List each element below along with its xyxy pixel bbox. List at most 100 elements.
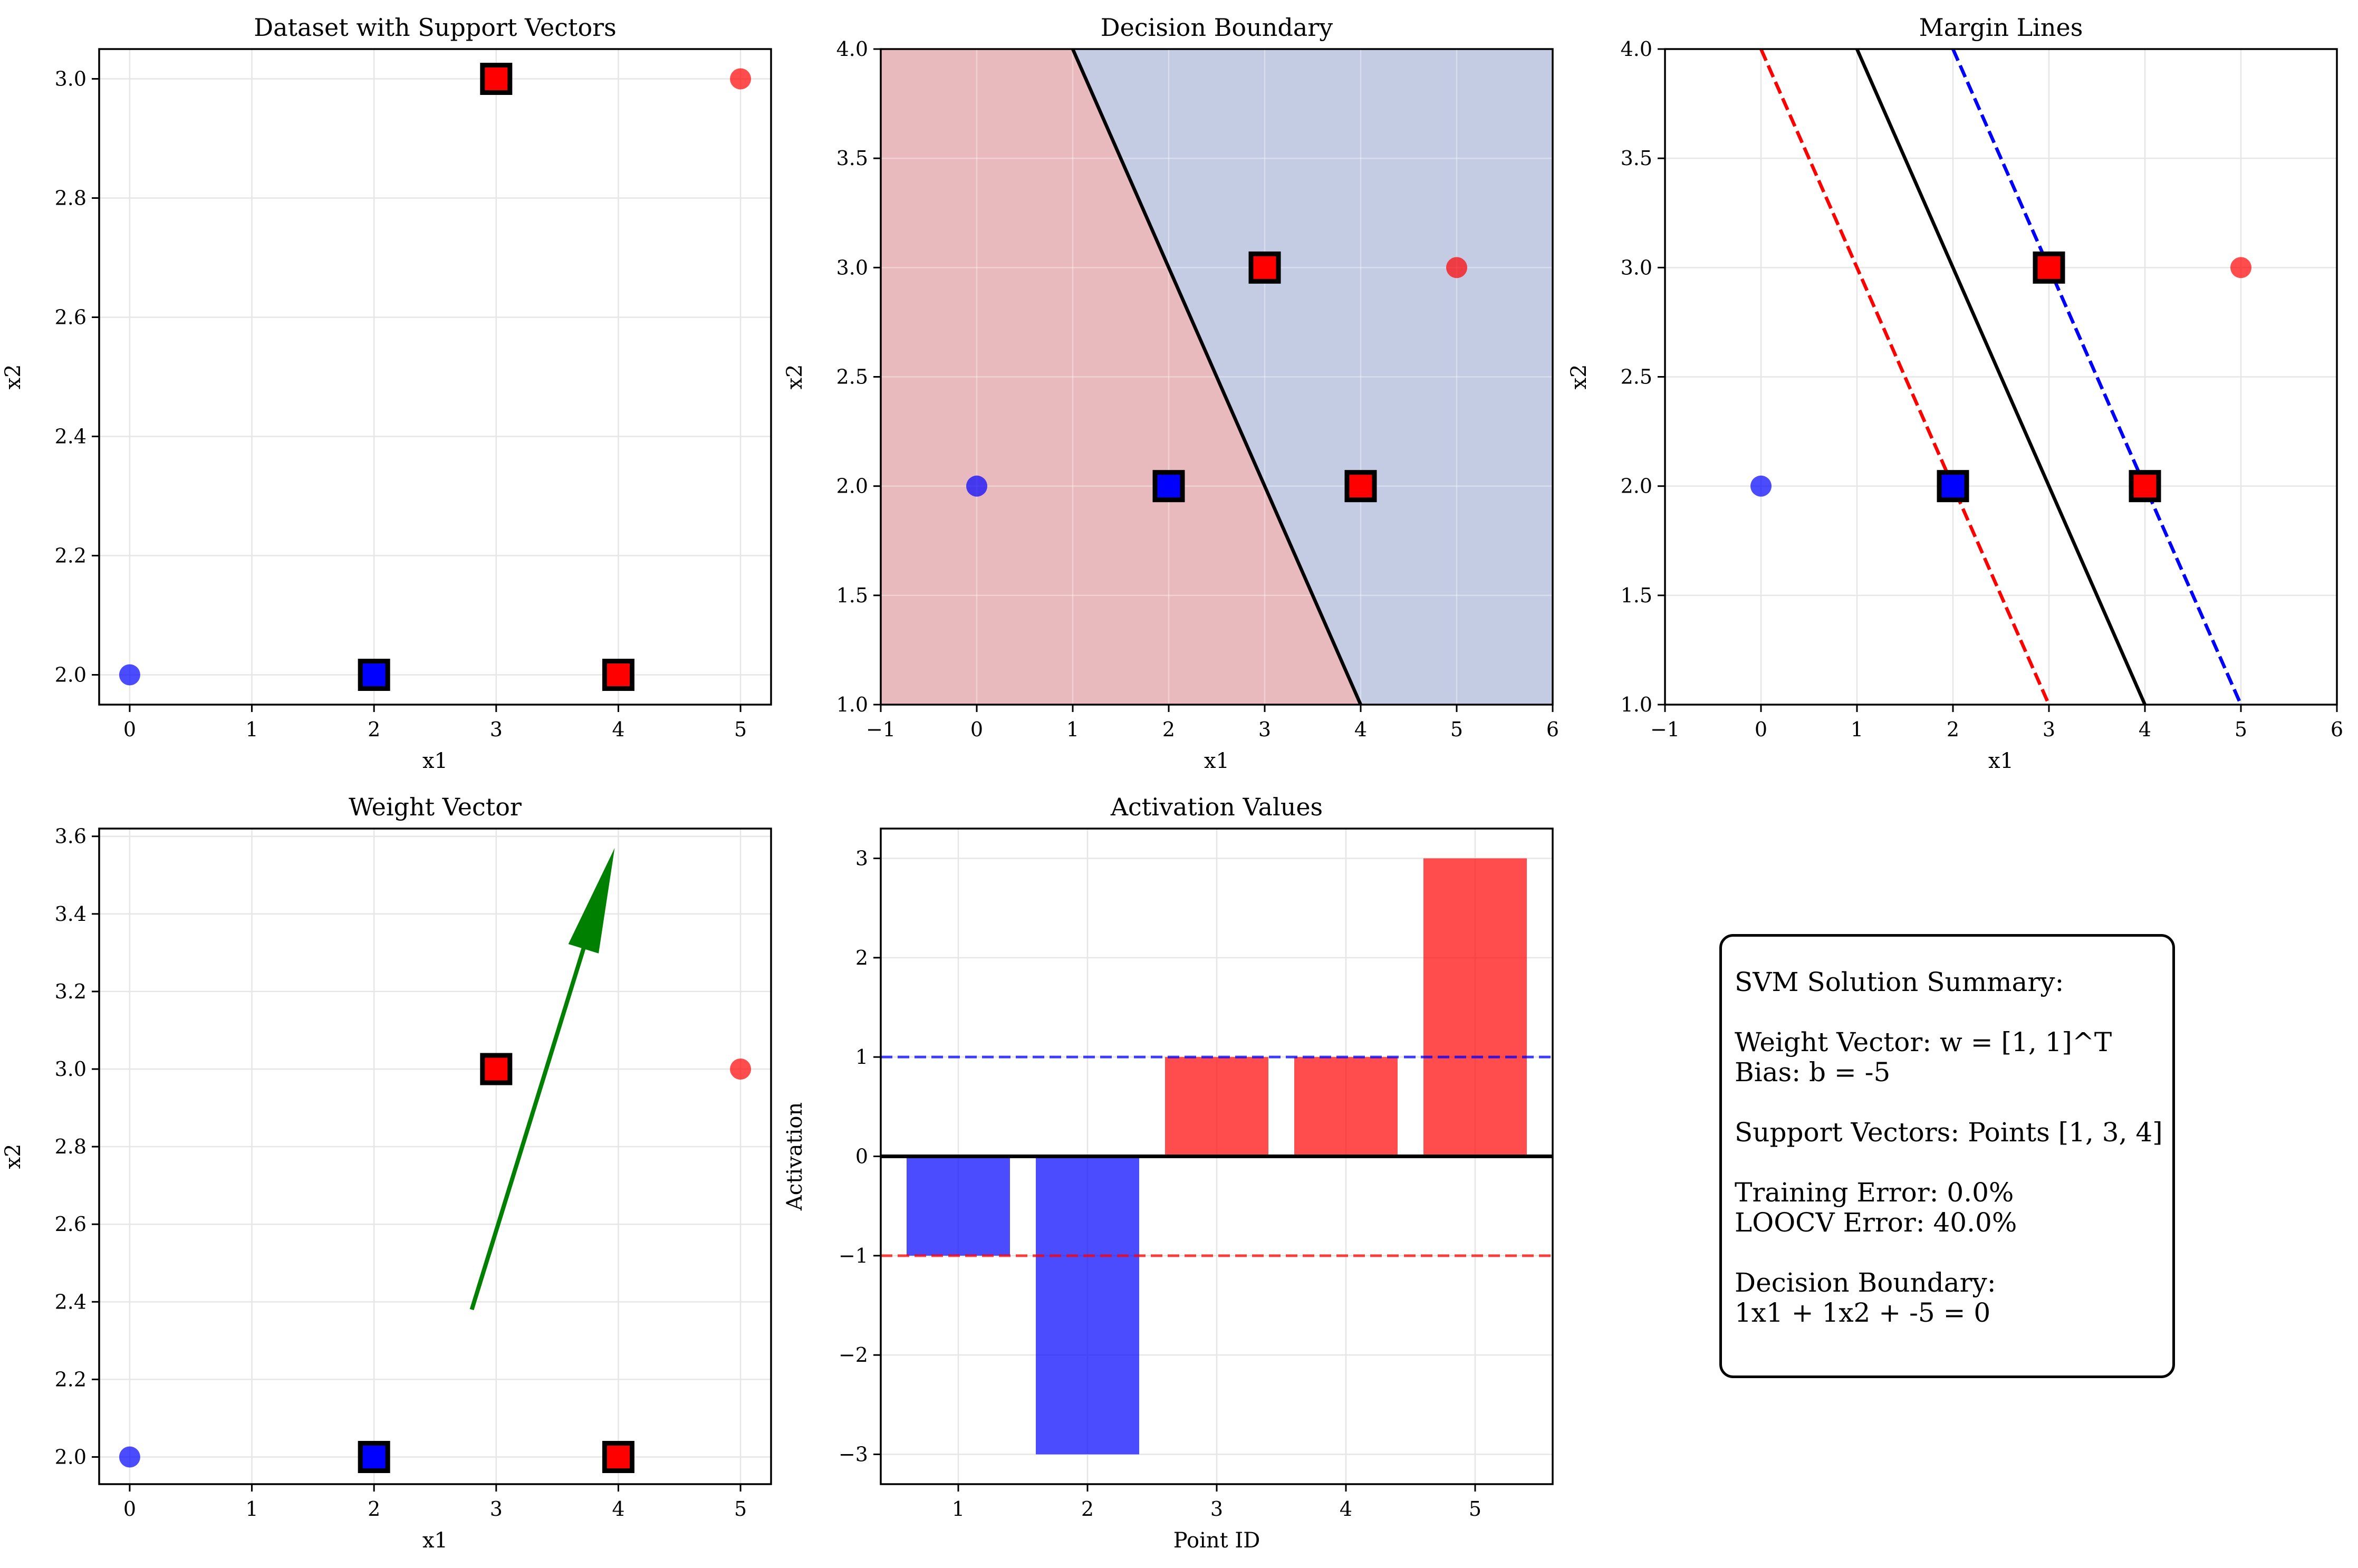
- summary-title: SVM Solution Summary:: [1735, 967, 2064, 997]
- y-tick-label: 3.0: [55, 68, 86, 91]
- support-vector-marker: [1344, 470, 1377, 503]
- y-tick-label: 2.8: [55, 1135, 86, 1158]
- chart-title: Decision Boundary: [1101, 13, 1333, 42]
- y-tick-label: −3: [839, 1443, 868, 1466]
- x-tick-label: 6: [1546, 718, 1559, 741]
- support-vector-marker: [2129, 470, 2161, 503]
- y-tick-label: 2.2: [55, 1368, 86, 1391]
- summary-bias: Bias: b = -5: [1735, 1057, 1891, 1088]
- chart-title: Dataset with Support Vectors: [254, 13, 617, 42]
- chart-panel-4: 0 1 2 3 4 5 2.0 2.2 2.4 2.6 2.8 3.0 3.2 3.4 3.6 Weight …: [1, 793, 772, 1553]
- y-tick-label: 2.5: [836, 365, 868, 389]
- x-tick-label: −1: [866, 718, 896, 741]
- data-point: [119, 1446, 140, 1468]
- x-tick-label: 1: [1066, 718, 1079, 741]
- summary-spacer: [1735, 1238, 2172, 1268]
- y-tick-label: −1: [839, 1244, 868, 1267]
- x-tick-label: 0: [970, 718, 983, 741]
- x-tick-label: 0: [1755, 718, 1767, 741]
- data-point: [730, 68, 752, 90]
- y-tick-label: 3.0: [836, 256, 868, 279]
- y-axis-label: x2: [783, 364, 807, 389]
- y-tick-label: 2.5: [1621, 365, 1652, 389]
- x-tick-label: 2: [368, 1497, 380, 1521]
- x-tick-label: 3: [2043, 718, 2055, 741]
- chart-panel-3: −1 0 1 2 3 4 5 6 1.0 1.5 2.0 2.5 3.0 3.5 4.0 Margin Lin…: [1567, 13, 2343, 773]
- y-tick-label: 3: [855, 847, 868, 870]
- summary-spacer: [1735, 1088, 2172, 1118]
- data-point: [1446, 257, 1467, 278]
- x-axis-label: x1: [422, 1528, 448, 1553]
- region-negative: [881, 49, 1361, 705]
- support-vector-marker: [602, 1441, 634, 1474]
- x-tick-label: 3: [490, 1497, 503, 1521]
- x-axis-label: x1: [1204, 749, 1229, 773]
- support-vector-marker: [358, 1441, 390, 1474]
- y-tick-label: 4.0: [1621, 37, 1652, 61]
- decision-boundary-line: [1855, 49, 2147, 705]
- y-tick-label: 2: [855, 946, 868, 969]
- y-tick-label: 1.0: [1621, 693, 1652, 716]
- summary-training-error: Training Error: 0.0%: [1735, 1177, 2014, 1208]
- support-vector-marker: [602, 659, 634, 691]
- x-tick-label: 0: [123, 718, 136, 741]
- y-tick-label: 3.0: [55, 1057, 86, 1081]
- chart-title: Weight Vector: [349, 793, 522, 821]
- chart-panel-5: 1 2 3 4 5 −3 −2 −1 0 1 2 3 Activation Values Point ID…: [783, 793, 1554, 1553]
- x-tick-label: 2: [1081, 1497, 1094, 1521]
- plot-area: [881, 49, 1553, 705]
- chart-title: Activation Values: [1110, 793, 1323, 821]
- weight-vector-arrow: [469, 848, 615, 1311]
- y-axis-label: x2: [1567, 364, 1591, 389]
- x-tick-label: 0: [123, 1497, 136, 1521]
- y-tick-label: 0: [855, 1145, 868, 1168]
- x-tick-label: 1: [245, 718, 258, 741]
- x-axis-label: x1: [422, 749, 448, 773]
- x-tick-label: −1: [1650, 718, 1680, 741]
- y-axis-label: x2: [1, 364, 25, 389]
- plot-area: [99, 829, 771, 1484]
- support-vector-marker: [480, 63, 513, 95]
- summary-weight: Weight Vector: w = [1, 1]^T: [1735, 1027, 2112, 1057]
- y-tick-label: 3.5: [1621, 147, 1652, 170]
- summary-loocv-error: LOOCV Error: 40.0%: [1735, 1207, 2017, 1238]
- summary-spacer: [1735, 1148, 2172, 1178]
- bar: [1165, 1057, 1268, 1157]
- bar: [1423, 858, 1527, 1157]
- summary-boundary-label: Decision Boundary:: [1735, 1267, 1996, 1298]
- chart-panel-1: 0 1 2 3 4 5 2.0 2.2 2.4 2.6 2.8 3.0 Dataset with Sup…: [1, 13, 772, 773]
- summary-boundary-equation: 1x1 + 1x2 + -5 = 0: [1735, 1297, 1991, 1328]
- x-tick-label: 2: [1162, 718, 1175, 741]
- x-tick-label: 2: [1947, 718, 1959, 741]
- x-tick-label: 3: [1258, 718, 1271, 741]
- y-tick-label: 2.6: [55, 306, 86, 329]
- x-tick-label: 1: [952, 1497, 965, 1521]
- x-tick-label: 4: [612, 718, 624, 741]
- chart-title: Margin Lines: [1919, 13, 2083, 42]
- y-tick-label: −2: [839, 1343, 868, 1367]
- support-vector-marker: [1937, 470, 1969, 503]
- region-positive: [1073, 49, 1553, 705]
- y-tick-label: 2.0: [55, 663, 86, 687]
- y-tick-label: 1.0: [836, 693, 868, 716]
- y-axis-label: x2: [1, 1143, 25, 1169]
- y-tick-label: 3.6: [55, 825, 86, 848]
- x-tick-label: 5: [1469, 1497, 1481, 1521]
- x-tick-label: 4: [612, 1497, 624, 1521]
- x-tick-label: 3: [1210, 1497, 1223, 1521]
- x-tick-label: 1: [245, 1497, 258, 1521]
- y-axis-label: Activation: [783, 1102, 807, 1211]
- y-tick-label: 2.0: [1621, 475, 1652, 498]
- bar: [1294, 1057, 1398, 1157]
- plot-area: [99, 49, 771, 705]
- data-point: [966, 475, 987, 497]
- axes-frame: [98, 828, 772, 1485]
- axes-frame: [98, 48, 772, 706]
- margin-line-negative: [1759, 49, 2051, 705]
- x-tick-label: 4: [1354, 718, 1367, 741]
- x-tick-label: 5: [1450, 718, 1463, 741]
- support-vector-marker: [2033, 251, 2065, 284]
- summary-support-vectors: Support Vectors: Points [1, 3, 4]: [1735, 1117, 2163, 1148]
- data-point: [2230, 257, 2251, 278]
